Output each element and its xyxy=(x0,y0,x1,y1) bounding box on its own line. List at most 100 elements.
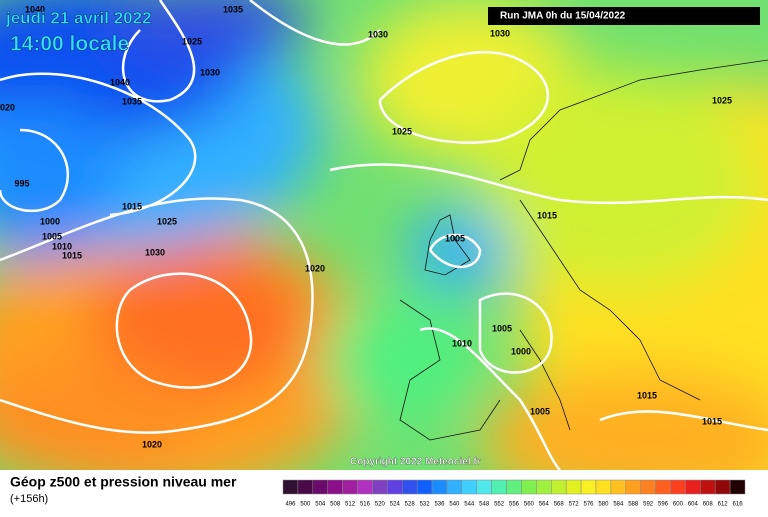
scale-swatch xyxy=(387,479,403,495)
scale-label: 616 xyxy=(733,502,744,508)
isobar-label: 1025 xyxy=(182,36,202,46)
isobar-label: 1010 xyxy=(452,338,472,348)
scale-swatch xyxy=(476,479,492,495)
scale-swatch xyxy=(357,479,373,495)
scale-label: 544 xyxy=(464,502,475,508)
scale-swatch xyxy=(461,479,477,495)
scale-swatch xyxy=(342,479,358,495)
scale-swatch xyxy=(610,479,627,495)
scale-swatch xyxy=(551,479,567,495)
footer-subtitle: (+156h) xyxy=(10,493,48,505)
scale-label: 552 xyxy=(494,502,505,508)
scale-swatch xyxy=(670,479,686,495)
scale-swatch xyxy=(372,479,388,495)
isobar-label: 1040 xyxy=(110,77,130,87)
isobar-label: 1015 xyxy=(637,390,657,400)
isobar-label: 1005 xyxy=(492,323,512,333)
scale-label: 604 xyxy=(688,502,699,508)
scale-swatch xyxy=(625,479,641,495)
scale-swatch xyxy=(282,479,299,495)
scale-swatch xyxy=(431,479,448,495)
isobar-label: 1020 xyxy=(142,439,162,449)
scale-swatch xyxy=(729,479,746,495)
scale-label: 548 xyxy=(479,502,490,508)
scale-label: 576 xyxy=(584,502,595,508)
scale-swatch xyxy=(565,479,582,495)
coastline xyxy=(399,59,768,441)
scale-label: 520 xyxy=(375,502,386,508)
isobar-label: 1005 xyxy=(530,406,550,416)
scale-label: 516 xyxy=(360,502,371,508)
scale-label: 600 xyxy=(673,502,684,508)
isobar-label: 995 xyxy=(14,178,29,188)
isobar-label: 1015 xyxy=(62,250,82,260)
isobar-label: 1010 xyxy=(52,241,72,251)
isobar-label: 1025 xyxy=(712,95,732,105)
scale-label: 512 xyxy=(345,502,356,508)
scale-label: 588 xyxy=(628,502,639,508)
isobar-label: 1015 xyxy=(122,201,142,211)
isobar-label: 1015 xyxy=(537,210,557,220)
scale-swatch xyxy=(640,479,656,495)
isobar-label: 1035 xyxy=(223,4,243,14)
scale-swatch xyxy=(401,479,418,495)
isobar-label: 1020 xyxy=(0,102,15,112)
scale-label: 584 xyxy=(613,502,624,508)
scale-swatch xyxy=(446,479,463,495)
isobar-label: 1025 xyxy=(157,216,177,226)
isobar-label: 1040 xyxy=(25,4,45,14)
isobar-label: 1000 xyxy=(40,216,60,226)
scale-swatch xyxy=(506,479,522,495)
copyright: Copyright 2022 Meteociel.fr xyxy=(350,457,481,468)
isobar-label: 1030 xyxy=(145,247,165,257)
scale-swatch xyxy=(700,479,716,495)
scale-label: 532 xyxy=(420,502,431,508)
time: 14:00 locale xyxy=(10,33,129,56)
scale-label: 528 xyxy=(405,502,416,508)
scale-label: 500 xyxy=(300,502,311,508)
isobar-label: 1005 xyxy=(445,233,465,243)
scale-label: 536 xyxy=(434,502,445,508)
scale-swatch xyxy=(655,479,671,495)
footer-title: Géop z500 et pression niveau mer xyxy=(10,474,237,490)
scale-label: 568 xyxy=(554,502,565,508)
isobar-label: 1020 xyxy=(305,263,325,273)
isobars xyxy=(0,0,768,470)
isobar-label: 1030 xyxy=(200,67,220,77)
scale-label: 524 xyxy=(390,502,401,508)
run-label: Run JMA 0h du 15/04/2022 xyxy=(500,11,626,22)
isobar-label: 1005 xyxy=(42,231,62,241)
scale-label: 596 xyxy=(658,502,669,508)
color-scale: 496 500 504 508 512 516 520 524 528 532 536 540 544 5… xyxy=(282,479,746,508)
scale-swatch xyxy=(714,479,731,495)
scale-swatch xyxy=(416,479,433,495)
scale-label: 612 xyxy=(718,502,729,508)
scale-swatch xyxy=(521,479,537,495)
scale-swatch xyxy=(595,479,612,495)
isobar-label: 1030 xyxy=(368,29,388,39)
isobar-label: 1030 xyxy=(490,28,510,38)
isobar-label: 1035 xyxy=(122,96,142,106)
scale-label: 572 xyxy=(569,502,580,508)
scale-label: 560 xyxy=(524,502,535,508)
scale-label: 592 xyxy=(643,502,654,508)
scale-label: 504 xyxy=(315,502,326,508)
isobar-label: 1015 xyxy=(702,416,722,426)
scale-swatch xyxy=(327,479,343,495)
scale-swatch xyxy=(491,479,507,495)
date: jeudi 21 avril 2022 xyxy=(5,8,152,27)
isobar-labels: 1040 1035 1025 1030 1040 1035 1020 1030 1030 1025… xyxy=(0,4,732,449)
scale-label: 508 xyxy=(330,502,341,508)
scale-swatch xyxy=(536,479,552,495)
scale-label: 608 xyxy=(703,502,714,508)
scale-label: 580 xyxy=(598,502,609,508)
run-box xyxy=(488,7,760,25)
scale-label: 564 xyxy=(539,502,550,508)
scale-swatch xyxy=(312,479,328,495)
scale-label: 540 xyxy=(449,502,460,508)
scale-swatch xyxy=(297,479,314,495)
isobar-label: 1025 xyxy=(392,126,412,136)
scale-label: 556 xyxy=(509,502,520,508)
